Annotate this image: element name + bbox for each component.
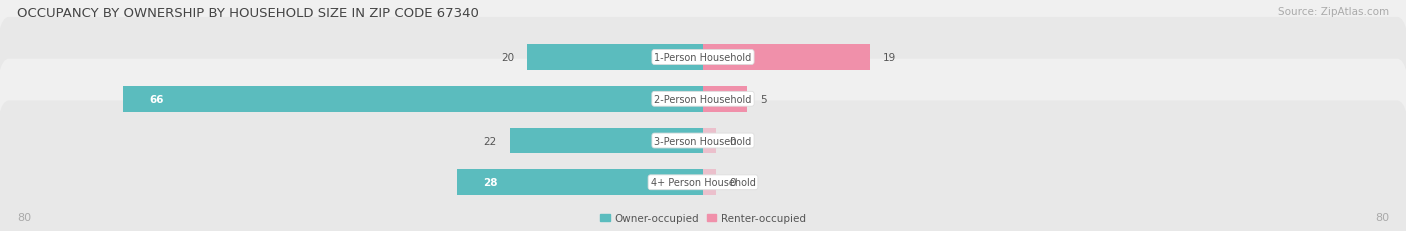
FancyBboxPatch shape	[0, 101, 1406, 231]
Text: 5: 5	[761, 94, 766, 104]
FancyBboxPatch shape	[0, 0, 1406, 139]
Bar	[703, 45, 870, 71]
Text: 2-Person Household: 2-Person Household	[654, 94, 752, 104]
Text: 0: 0	[730, 177, 735, 188]
Bar	[703, 128, 716, 154]
Text: 19: 19	[883, 53, 897, 63]
Text: OCCUPANCY BY OWNERSHIP BY HOUSEHOLD SIZE IN ZIP CODE 67340: OCCUPANCY BY OWNERSHIP BY HOUSEHOLD SIZE…	[17, 7, 479, 20]
Text: 28: 28	[484, 177, 498, 188]
Bar	[124, 86, 703, 112]
Legend: Owner-occupied, Renter-occupied: Owner-occupied, Renter-occupied	[600, 213, 806, 224]
Text: 0: 0	[730, 136, 735, 146]
Text: 80: 80	[1375, 212, 1389, 222]
Text: 22: 22	[484, 136, 496, 146]
Bar	[527, 45, 703, 71]
Text: 66: 66	[149, 94, 165, 104]
FancyBboxPatch shape	[0, 59, 1406, 222]
Bar	[703, 86, 747, 112]
Bar	[703, 170, 716, 195]
Bar	[457, 170, 703, 195]
Text: Source: ZipAtlas.com: Source: ZipAtlas.com	[1278, 7, 1389, 17]
Bar	[510, 128, 703, 154]
Text: 4+ Person Household: 4+ Person Household	[651, 177, 755, 188]
Text: 1-Person Household: 1-Person Household	[654, 53, 752, 63]
Text: 80: 80	[17, 212, 31, 222]
Text: 3-Person Household: 3-Person Household	[654, 136, 752, 146]
FancyBboxPatch shape	[0, 18, 1406, 181]
Text: 20: 20	[501, 53, 515, 63]
